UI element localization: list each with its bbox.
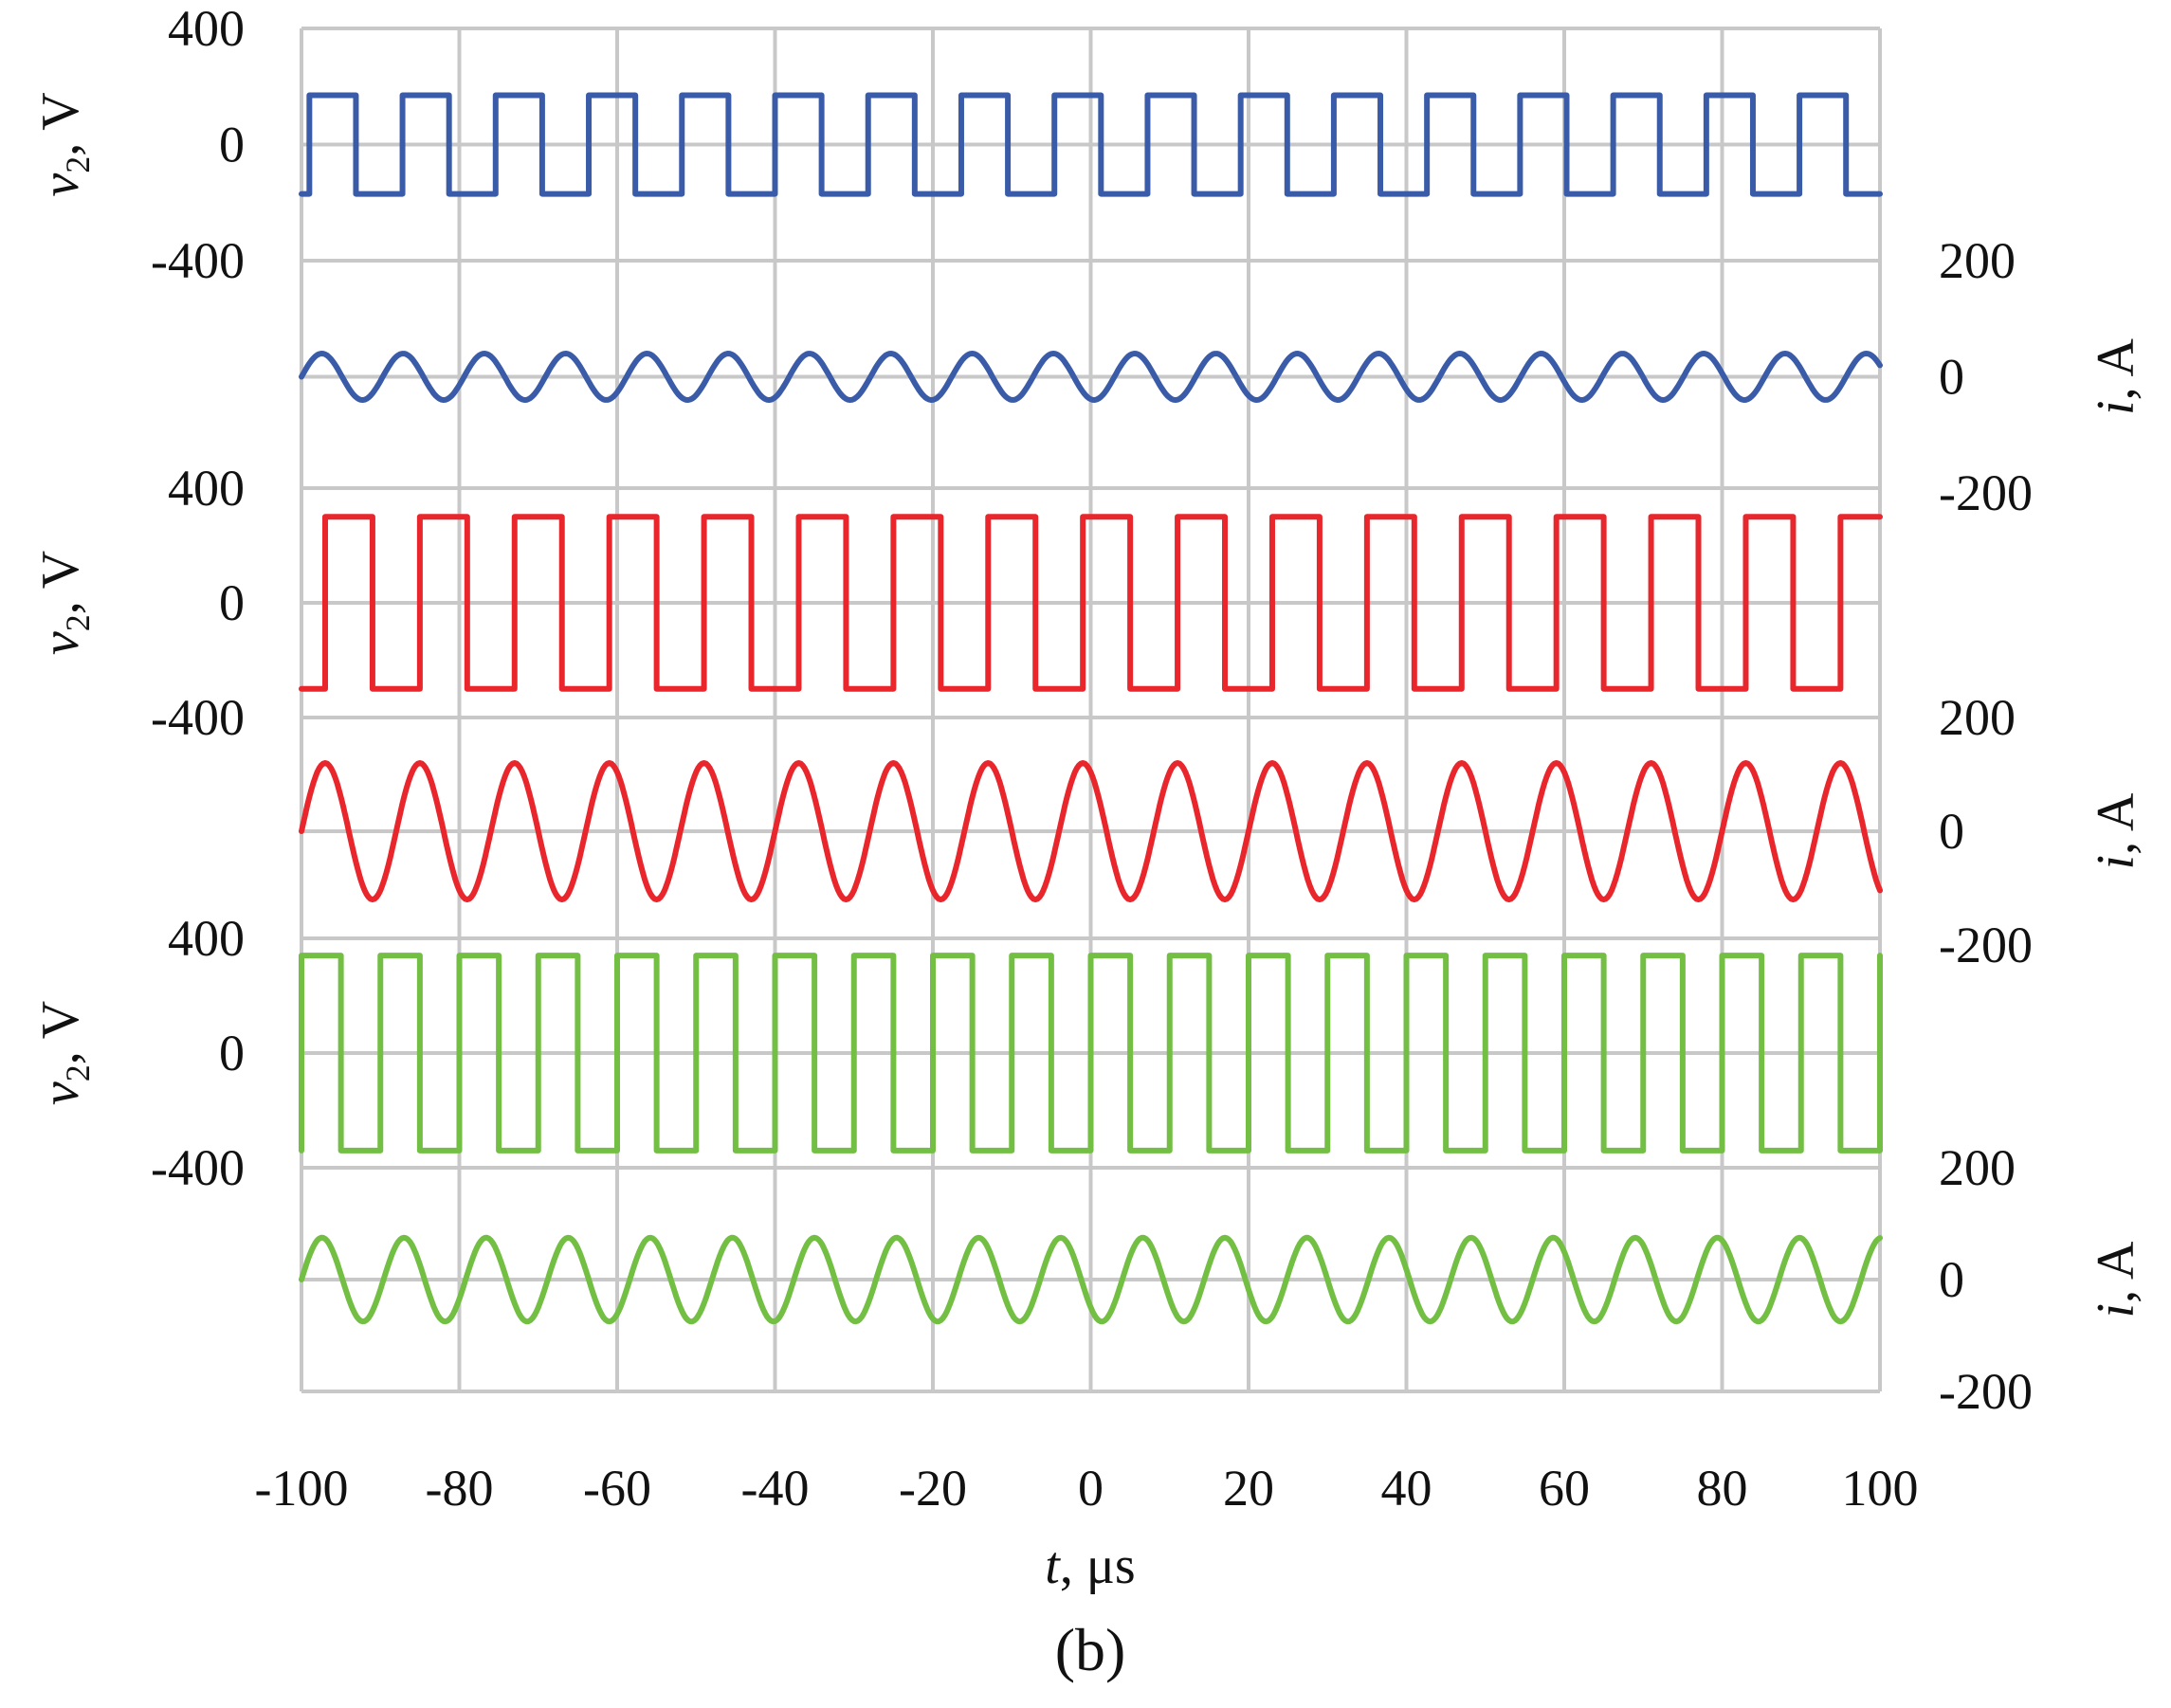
- x-tick-label: 20: [1223, 1460, 1274, 1517]
- current-tick-label: -200: [1939, 1363, 2033, 1420]
- x-tick-label: -100: [255, 1460, 349, 1517]
- x-tick-label: 40: [1381, 1460, 1432, 1517]
- x-tick-label: -40: [741, 1460, 810, 1517]
- current-tick-label: 0: [1939, 803, 1964, 860]
- voltage-tick-label: 400: [168, 910, 245, 967]
- voltage-tick-label: -400: [151, 689, 245, 746]
- voltage-tick-label: 0: [219, 574, 245, 631]
- x-tick-label: -20: [899, 1460, 967, 1517]
- voltage-tick-label: 400: [168, 460, 245, 517]
- current-trace-blue: [299, 351, 1883, 403]
- traces: [299, 92, 1883, 1325]
- voltage-axis-title: v2, V: [31, 92, 97, 196]
- current-tick-label: 0: [1939, 349, 1964, 406]
- current-trace-red: [299, 760, 1883, 902]
- current-tick-label: 200: [1939, 1139, 2016, 1196]
- voltage-axis-title: v2, V: [31, 1001, 97, 1105]
- voltage-axis-title: v2, V: [31, 551, 97, 655]
- current-tick-label: 200: [1939, 232, 2016, 289]
- current-tick-label: 200: [1939, 689, 2016, 746]
- grid: [300, 27, 1882, 1393]
- figure-caption: (b): [1055, 1616, 1126, 1683]
- x-tick-label: -60: [583, 1460, 651, 1517]
- x-tick-label: 60: [1539, 1460, 1590, 1517]
- x-tick-label: 0: [1078, 1460, 1104, 1517]
- voltage-tick-label: 0: [219, 1025, 245, 1081]
- voltage-tick-label: 400: [168, 0, 245, 57]
- current-trace-green: [299, 1234, 1883, 1325]
- x-tick-label: -80: [426, 1460, 494, 1517]
- current-tick-label: -200: [1939, 464, 2033, 521]
- voltage-tick-label: 0: [219, 117, 245, 173]
- current-axis-title: i, A: [2087, 792, 2145, 869]
- x-axis-title: t, μs: [1045, 1536, 1135, 1595]
- voltage-trace-green: [299, 953, 1883, 1154]
- voltage-trace-red: [299, 514, 1883, 692]
- voltage-tick-label: -400: [151, 1139, 245, 1196]
- current-tick-label: -200: [1939, 917, 2033, 973]
- x-tick-label: 100: [1842, 1460, 1919, 1517]
- current-tick-label: 0: [1939, 1251, 1964, 1308]
- x-tick-label: 80: [1697, 1460, 1748, 1517]
- voltage-tick-label: -400: [151, 232, 245, 289]
- voltage-trace-blue: [299, 92, 1883, 197]
- current-axis-title: i, A: [2087, 1241, 2145, 1317]
- current-axis-title: i, A: [2087, 337, 2145, 414]
